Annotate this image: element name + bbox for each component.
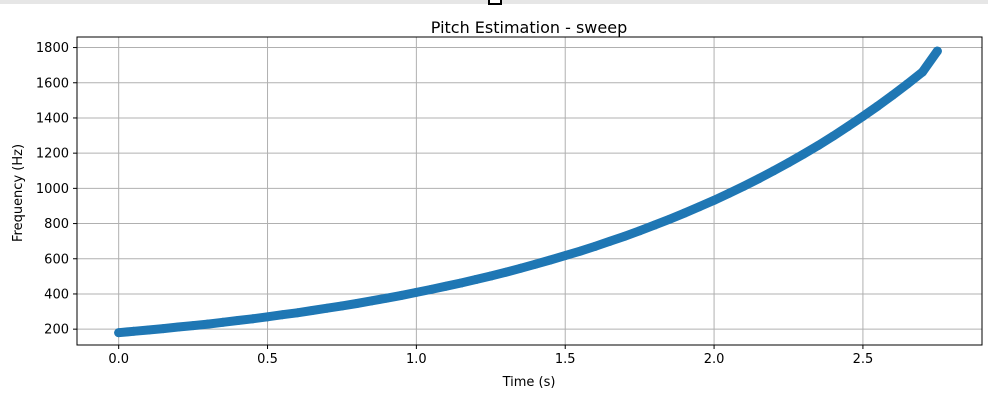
data-point xyxy=(114,328,124,338)
y-tick-label: 1600 xyxy=(36,76,69,91)
data-point xyxy=(917,67,927,77)
plot-frame xyxy=(76,36,983,346)
x-tick-label: 1.5 xyxy=(555,352,576,367)
y-tick-label: 200 xyxy=(44,323,69,338)
y-tick-label: 800 xyxy=(44,217,69,232)
data-point xyxy=(783,158,793,168)
y-tick-label: 1000 xyxy=(36,182,69,197)
data-point xyxy=(873,101,883,111)
y-tick-label: 1200 xyxy=(36,147,69,162)
data-points xyxy=(114,46,942,338)
data-point xyxy=(545,255,555,265)
data-point xyxy=(292,308,302,318)
data-point xyxy=(382,293,392,303)
pitch-trace xyxy=(114,46,942,338)
data-point xyxy=(203,319,213,329)
data-point xyxy=(173,322,183,332)
data-point xyxy=(932,46,942,56)
data-point xyxy=(143,325,153,335)
x-tick-label: 2.5 xyxy=(853,352,874,367)
data-point xyxy=(233,316,243,326)
window-top-marker xyxy=(488,0,502,5)
data-point xyxy=(471,275,481,285)
y-tick-label: 600 xyxy=(44,252,69,267)
data-point xyxy=(337,301,347,311)
x-tick-label: 1.0 xyxy=(406,352,427,367)
data-point xyxy=(664,214,674,224)
data-point xyxy=(501,267,511,277)
x-axis-label: Time (s) xyxy=(502,375,556,390)
data-point xyxy=(352,298,362,308)
data-point xyxy=(903,79,913,89)
data-point xyxy=(367,296,377,306)
data-point xyxy=(322,303,332,313)
data-point xyxy=(411,287,421,297)
data-point xyxy=(650,220,660,230)
data-point xyxy=(679,208,689,218)
data-point xyxy=(486,271,496,281)
data-point xyxy=(263,312,273,322)
data-point xyxy=(843,121,853,131)
data-point xyxy=(516,263,526,273)
data-point xyxy=(798,149,808,159)
data-point xyxy=(188,321,198,331)
data-point xyxy=(709,195,719,205)
grid-lines xyxy=(77,37,982,345)
y-axis-label: Frequency (Hz) xyxy=(11,144,26,242)
data-point xyxy=(575,246,585,256)
data-point xyxy=(724,188,734,198)
data-point xyxy=(620,231,630,241)
data-point xyxy=(530,259,540,269)
y-tick-label: 400 xyxy=(44,287,69,302)
data-point xyxy=(739,181,749,191)
x-tick-label: 2.0 xyxy=(704,352,725,367)
y-axis-ticks: 200 400 600 800 1000 1200 1400 1600 1800 xyxy=(36,41,77,338)
y-tick-label: 1400 xyxy=(36,111,69,126)
data-point xyxy=(888,90,898,100)
data-point xyxy=(635,226,645,236)
x-axis-ticks: 0.0 0.5 1.0 1.5 2.0 2.5 xyxy=(108,345,873,367)
y-tick-label: 1800 xyxy=(36,41,69,56)
data-point xyxy=(590,241,600,251)
data-point xyxy=(248,314,258,324)
data-point xyxy=(858,111,868,121)
data-point xyxy=(754,174,764,184)
data-point xyxy=(307,306,317,316)
chart-title: Pitch Estimation - sweep xyxy=(431,18,627,37)
x-tick-label: 0.0 xyxy=(108,352,129,367)
data-point xyxy=(441,281,451,291)
data-point xyxy=(605,236,615,246)
x-tick-label: 0.5 xyxy=(257,352,278,367)
data-point xyxy=(828,131,838,141)
data-point xyxy=(396,290,406,300)
data-point xyxy=(158,324,168,334)
data-point xyxy=(426,284,436,294)
data-point xyxy=(769,166,779,176)
data-point xyxy=(218,317,228,327)
data-point xyxy=(277,310,287,320)
data-point xyxy=(456,278,466,288)
data-point xyxy=(813,140,823,150)
data-point xyxy=(694,202,704,212)
data-point xyxy=(129,326,139,336)
data-point xyxy=(560,251,570,261)
